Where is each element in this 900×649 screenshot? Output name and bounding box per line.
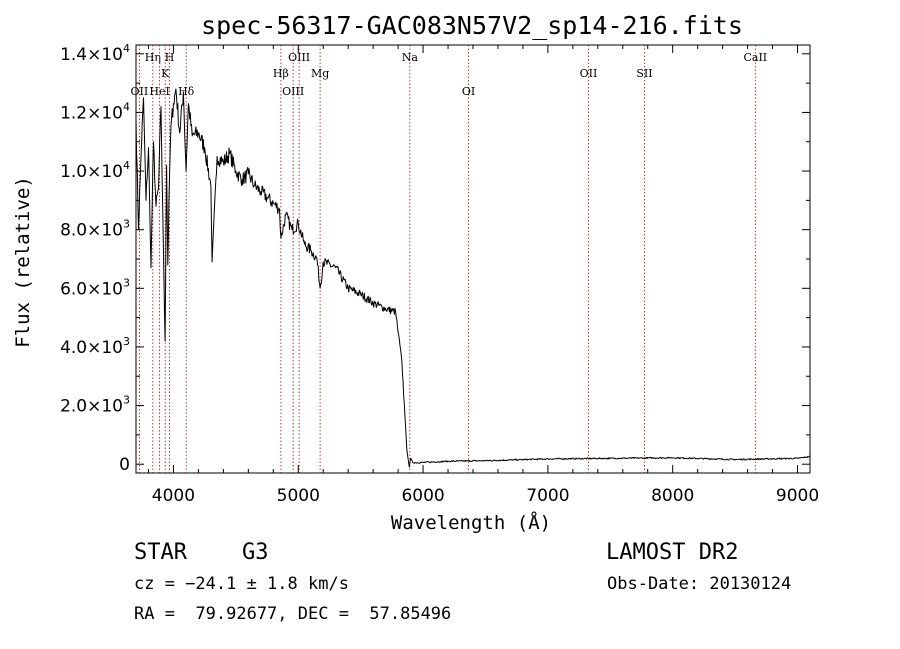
y-tick-label-3: 6.0×103	[60, 276, 130, 299]
spectrum-line	[135, 88, 811, 468]
x-axis: 4000 5000 6000 7000 8000 9000	[147, 45, 819, 506]
y-tick-mantissa: 1.0×10	[60, 162, 123, 182]
y-tick-label-4: 8.0×103	[60, 218, 130, 241]
line-label-14: CaII	[743, 51, 767, 64]
y-tick-mantissa: 6.0×10	[60, 279, 123, 299]
x-tick-label-3: 7000	[526, 486, 569, 506]
line-label-12: OII	[580, 67, 598, 80]
y-tick-exponent: 3	[123, 394, 130, 407]
y-tick-label-1: 2.0×103	[60, 394, 130, 417]
y-axis: 02.0×1034.0×1036.0×1038.0×1031.0×1041.2×…	[60, 42, 810, 475]
x-tick-label-2: 6000	[401, 486, 444, 506]
line-label-5: Hδ	[178, 85, 195, 98]
sky-coordinates: RA = 79.92677, DEC = 57.85496	[134, 604, 452, 624]
line-label-10: Na	[402, 51, 419, 64]
y-tick-mantissa: 1.2×10	[60, 103, 123, 123]
y-tick-exponent: 3	[123, 335, 130, 348]
plot-frame	[135, 44, 811, 474]
line-label-0: OII	[131, 85, 149, 98]
line-label-7: OIII	[282, 85, 304, 98]
y-tick-label-5: 1.0×104	[60, 159, 130, 182]
line-label-6: Hβ	[273, 67, 289, 80]
line-label-1: Hη	[145, 51, 161, 64]
y-tick-exponent: 4	[123, 100, 130, 113]
object-class: STAR	[134, 540, 187, 565]
x-axis-label: Wavelength (Å)	[391, 511, 551, 534]
y-tick-mantissa: 4.0×10	[60, 338, 123, 358]
line-label-11: OI	[462, 85, 475, 98]
line-label-3: K	[161, 67, 170, 80]
x-tick-label-1: 5000	[277, 486, 320, 506]
y-tick-exponent: 4	[123, 159, 130, 172]
x-tick-label-4: 8000	[651, 486, 694, 506]
y-axis-label: Flux (relative)	[12, 176, 34, 348]
y-tick-mantissa: 0	[119, 455, 130, 475]
y-tick-exponent: 3	[123, 276, 130, 289]
x-tick-label-0: 4000	[152, 486, 195, 506]
y-tick-label-0: 0	[119, 455, 130, 475]
y-tick-label-6: 1.2×104	[60, 100, 130, 123]
y-tick-label-2: 4.0×103	[60, 335, 130, 358]
line-label-4: H	[165, 51, 175, 64]
y-tick-exponent: 3	[123, 218, 130, 231]
chart-title: spec-56317-GAC083N57V2_sp14-216.fits	[201, 11, 743, 40]
line-label-9: Mg	[311, 67, 329, 80]
y-tick-mantissa: 2.0×10	[60, 397, 123, 417]
y-tick-mantissa: 8.0×10	[60, 221, 123, 241]
x-tick-label-5: 9000	[776, 486, 819, 506]
y-tick-label-7: 1.4×104	[60, 42, 130, 65]
object-subclass: G3	[242, 540, 269, 565]
survey-label: LAMOST DR2	[606, 540, 739, 565]
redshift-velocity: cz = −24.1 ± 1.8 km/s	[134, 574, 349, 594]
line-label-2: HeI	[149, 85, 169, 98]
line-label-8: OIII	[288, 51, 310, 64]
series-layer	[135, 88, 811, 468]
y-tick-mantissa: 1.4×10	[60, 45, 123, 65]
line-label-13: SII	[636, 67, 652, 80]
y-tick-exponent: 4	[123, 42, 130, 55]
observation-date: Obs-Date: 20130124	[607, 574, 792, 594]
